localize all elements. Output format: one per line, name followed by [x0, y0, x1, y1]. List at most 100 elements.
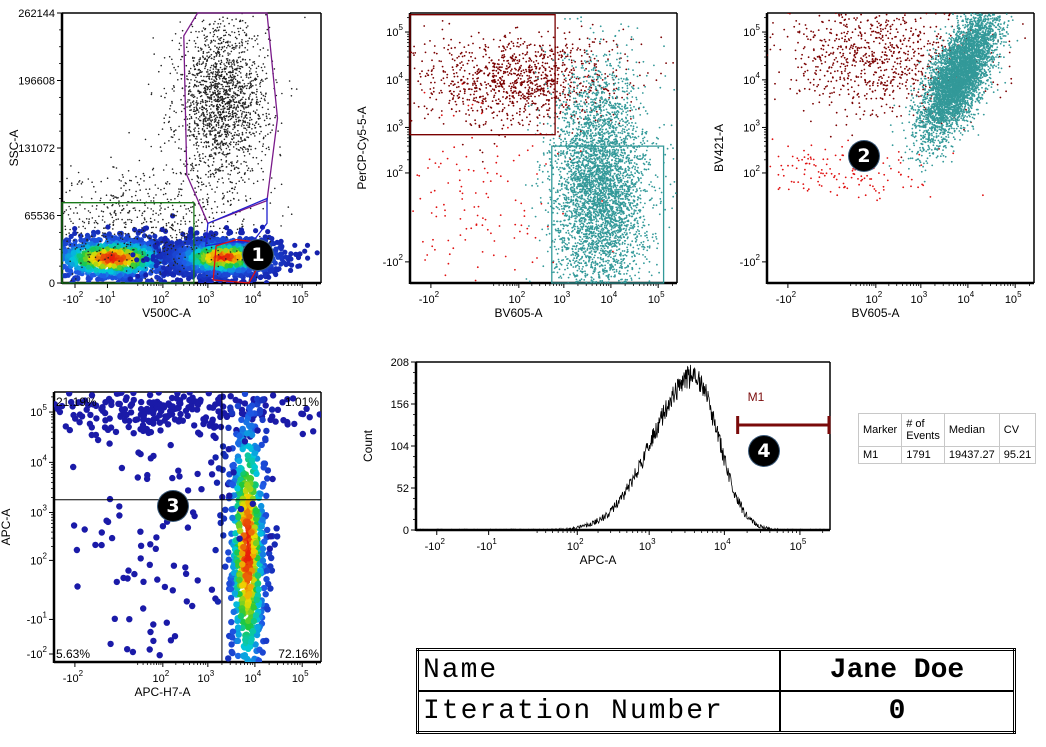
data-point — [252, 132, 254, 134]
data-point — [267, 102, 269, 104]
data-point — [256, 103, 259, 105]
data-point — [239, 45, 241, 47]
data-point — [222, 85, 224, 88]
data-point — [265, 229, 271, 235]
data-point — [243, 103, 245, 106]
data-point — [252, 110, 255, 112]
data-point — [485, 108, 488, 110]
data-point — [221, 102, 224, 104]
data-point — [241, 102, 244, 104]
data-point — [200, 63, 203, 65]
data-point — [181, 104, 183, 106]
data-point — [206, 88, 209, 91]
data-point — [195, 135, 198, 138]
data-point — [225, 142, 228, 144]
data-point — [202, 62, 204, 65]
data-point — [154, 239, 156, 242]
data-point — [120, 187, 122, 189]
data-point — [189, 105, 191, 107]
data-point — [210, 71, 213, 74]
data-point — [223, 154, 226, 156]
data-point — [178, 270, 181, 273]
data-point — [243, 117, 245, 119]
data-point — [87, 260, 89, 263]
data-point — [182, 217, 185, 220]
data-point — [224, 128, 226, 131]
data-point — [210, 108, 212, 110]
data-point — [186, 245, 189, 248]
data-point — [163, 142, 166, 144]
data-point — [247, 77, 250, 79]
data-point — [216, 273, 219, 275]
data-point — [170, 247, 173, 250]
data-point — [419, 72, 421, 75]
data-point — [237, 82, 239, 84]
data-point — [72, 222, 74, 225]
data-point — [233, 31, 236, 34]
data-point — [115, 196, 117, 198]
data-point — [198, 214, 201, 216]
data-point — [451, 98, 454, 100]
data-point — [248, 123, 251, 126]
data-point — [248, 145, 251, 148]
data-point — [538, 94, 540, 97]
data-point — [262, 178, 265, 181]
data-point — [215, 68, 217, 70]
data-point — [201, 30, 203, 32]
data-point — [152, 197, 155, 199]
data-point — [193, 135, 196, 138]
data-point — [120, 231, 122, 234]
data-point — [253, 124, 256, 127]
data-point — [225, 94, 227, 96]
data-point — [226, 220, 229, 223]
data-point — [207, 71, 209, 73]
data-point — [172, 208, 175, 211]
data-point — [144, 138, 147, 141]
data-point — [195, 73, 198, 75]
data-point — [268, 123, 271, 125]
data-point — [245, 26, 248, 29]
data-point — [130, 219, 133, 222]
data-point — [160, 241, 162, 243]
data-point — [208, 88, 211, 91]
data-point — [75, 206, 77, 209]
data-point — [222, 203, 225, 205]
data-point — [248, 86, 251, 88]
data-point — [118, 203, 120, 205]
data-point — [218, 71, 221, 73]
data-point — [78, 226, 80, 228]
data-point — [208, 124, 210, 126]
data-point — [97, 243, 100, 246]
data-point — [66, 240, 68, 242]
data-point — [143, 256, 149, 262]
data-point — [264, 135, 267, 137]
data-point — [111, 236, 113, 238]
data-point — [78, 180, 81, 182]
data-point — [190, 79, 192, 81]
data-point — [242, 121, 244, 123]
data-point — [220, 95, 223, 98]
data-point — [230, 187, 233, 190]
data-point — [214, 71, 217, 73]
data-point — [181, 29, 184, 32]
data-point — [228, 61, 230, 63]
data-point — [242, 79, 244, 82]
data-point — [248, 98, 250, 100]
data-point — [195, 252, 201, 259]
data-point — [196, 170, 199, 172]
data-point — [138, 159, 141, 162]
data-point — [263, 119, 266, 122]
data-point — [204, 40, 207, 42]
data-point — [131, 238, 137, 244]
data-point — [217, 143, 219, 146]
data-point — [297, 263, 303, 269]
data-point — [514, 67, 516, 70]
data-point — [71, 184, 73, 187]
data-point — [192, 169, 195, 172]
data-point — [230, 50, 233, 53]
data-point — [117, 243, 119, 245]
data-point — [165, 230, 167, 233]
data-point — [93, 185, 95, 188]
data-point — [208, 117, 211, 120]
data-point — [214, 29, 217, 31]
